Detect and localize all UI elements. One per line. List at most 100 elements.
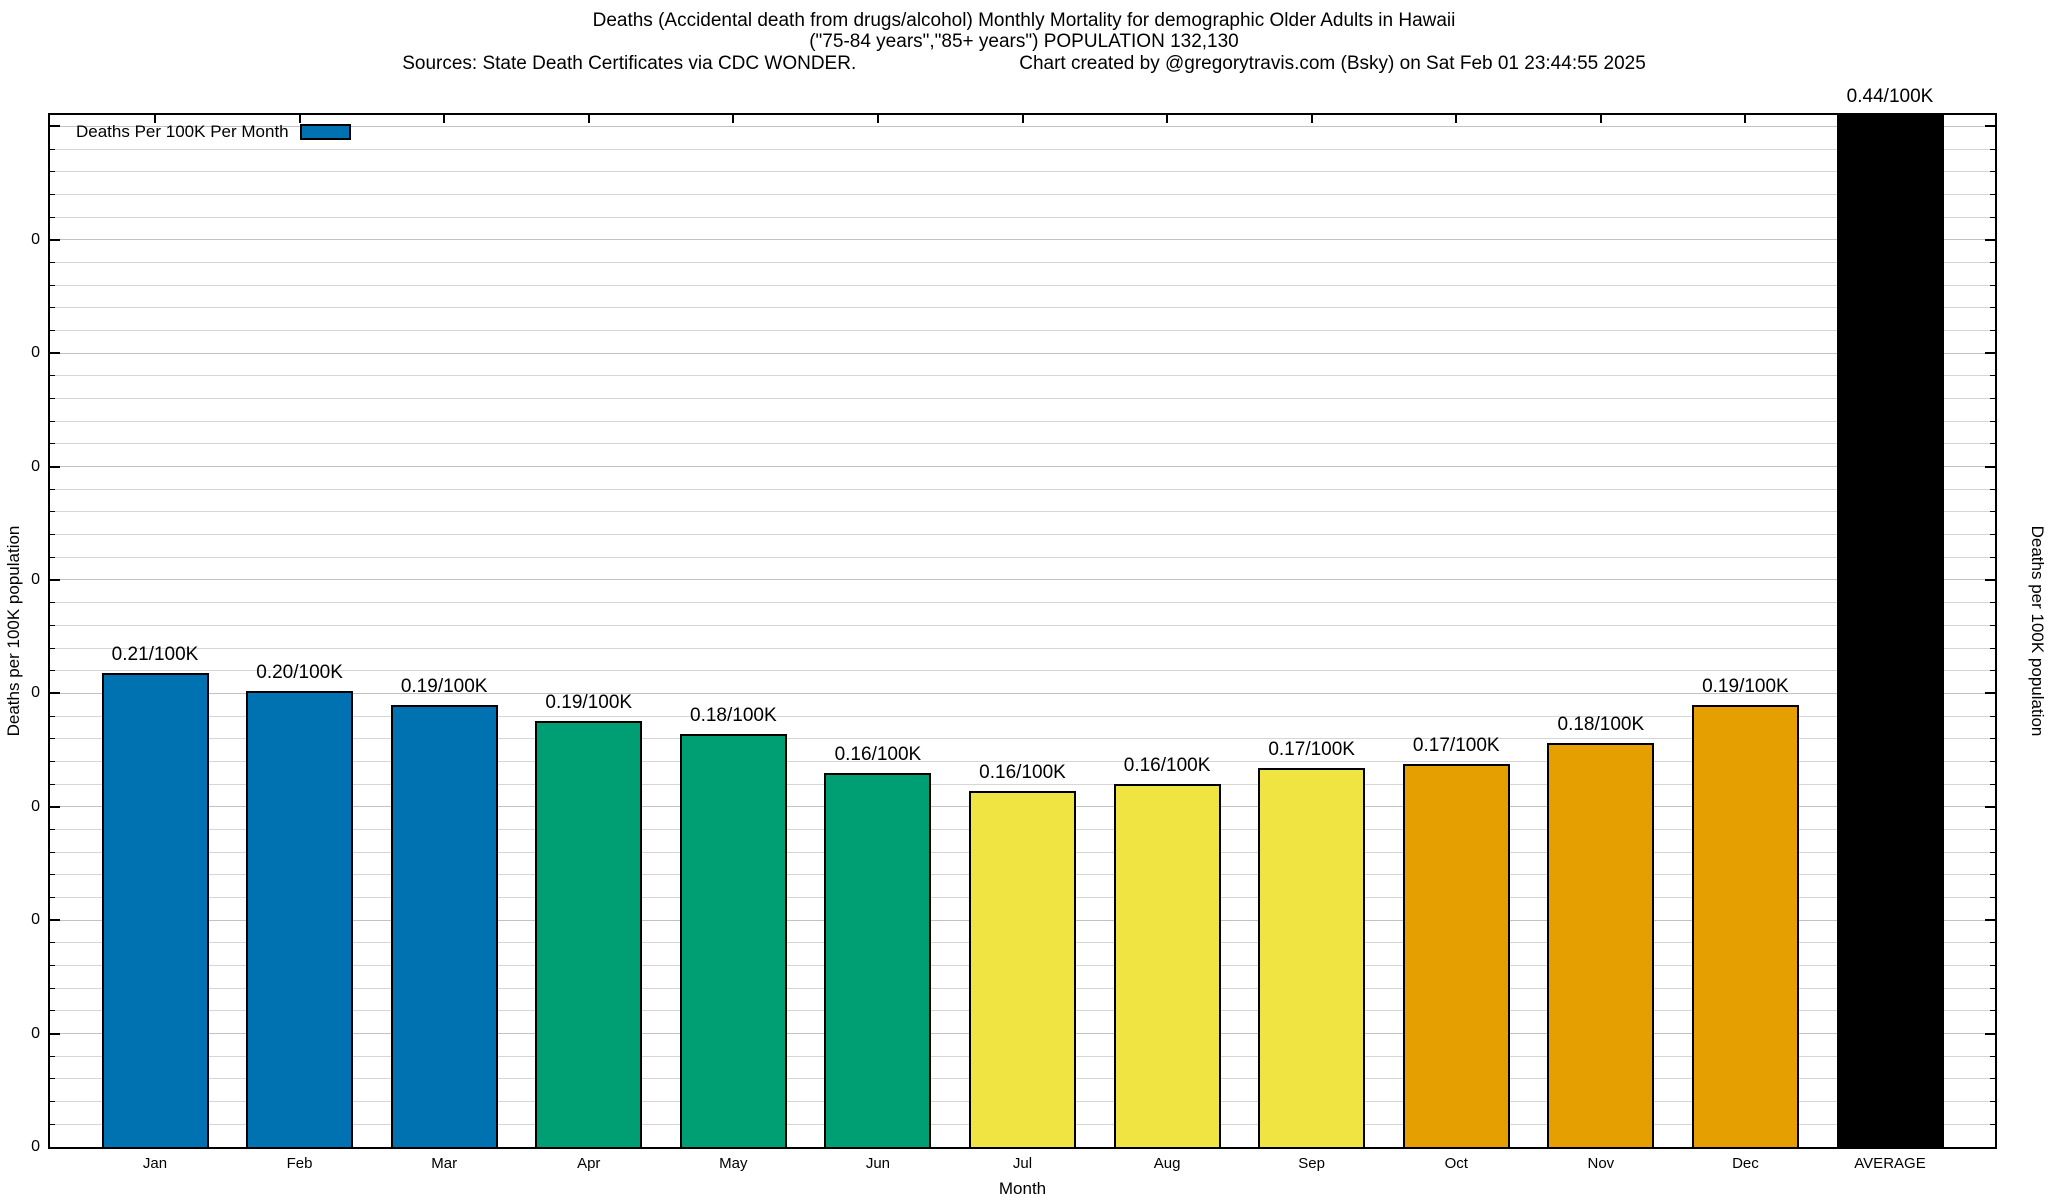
x-tick-top bbox=[1021, 115, 1024, 123]
y-tick-left bbox=[50, 1010, 55, 1012]
minor-gridline bbox=[50, 715, 1995, 717]
bar-value-label: 0.20/100K bbox=[256, 662, 343, 683]
y-tick-left bbox=[50, 148, 55, 150]
bar-value-label: 0.17/100K bbox=[1412, 735, 1500, 756]
y-tick-right bbox=[1990, 511, 1995, 513]
minor-gridline bbox=[50, 420, 1995, 422]
y-tick-right bbox=[1990, 284, 1995, 286]
minor-gridline bbox=[50, 171, 1995, 173]
bar-value-label: 0.18/100K bbox=[690, 705, 777, 726]
chart-title-line3: Sources: State Death Certificates via CD… bbox=[0, 53, 2048, 74]
y-tick-right bbox=[1990, 602, 1995, 604]
plot-area: 0.21/100K 0.20/100K 0.19/100K 0.19/100K 0.18… bbox=[48, 87, 1997, 1149]
bar-dec bbox=[1691, 705, 1799, 1147]
x-axis-title: Month bbox=[998, 1179, 1047, 1198]
y-tick-right bbox=[1985, 919, 1995, 922]
y-tick-right bbox=[1985, 692, 1995, 695]
x-tick-top bbox=[876, 115, 879, 123]
minor-gridline bbox=[50, 783, 1995, 785]
bar-feb bbox=[246, 691, 354, 1147]
y-tick-left bbox=[50, 783, 55, 785]
bar-apr bbox=[535, 721, 643, 1147]
y-tick-left bbox=[50, 805, 60, 808]
y-tick-right bbox=[1990, 1078, 1995, 1080]
x-tick-top bbox=[732, 115, 735, 123]
y-tick-right bbox=[1990, 965, 1995, 967]
y-tick-left bbox=[50, 375, 55, 377]
y-tick-left bbox=[50, 352, 60, 355]
y-tick-left bbox=[50, 738, 55, 740]
chart-title-line2: ("75-84 years","85+ years") POPULATION 1… bbox=[809, 31, 1239, 52]
y-axis-title-left: Deaths per 100K population bbox=[4, 525, 23, 737]
y-tick-right bbox=[1985, 1032, 1995, 1035]
minor-gridline bbox=[50, 443, 1995, 445]
bar-jun bbox=[824, 773, 932, 1147]
x-tick-label-may: May bbox=[719, 1155, 748, 1172]
bar-value-label: 0.16/100K bbox=[979, 762, 1066, 783]
minor-gridline bbox=[50, 329, 1995, 331]
y-tick-left bbox=[50, 987, 55, 989]
y-tick-right bbox=[1990, 261, 1995, 263]
y-tick-label: 0 bbox=[31, 911, 40, 929]
x-tick-label-jan: Jan bbox=[142, 1155, 168, 1172]
y-tick-left bbox=[50, 307, 55, 309]
y-tick-right bbox=[1990, 488, 1995, 490]
y-tick-right bbox=[1990, 216, 1995, 218]
y-tick-left bbox=[50, 238, 60, 241]
y-tick-right bbox=[1990, 307, 1995, 309]
y-tick-right bbox=[1990, 534, 1995, 536]
bar-jul bbox=[969, 791, 1076, 1147]
y-tick-left bbox=[50, 284, 55, 286]
y-tick-right bbox=[1990, 329, 1995, 331]
minor-gridline bbox=[50, 738, 1995, 740]
y-tick-right bbox=[1990, 897, 1995, 898]
y-tick-left bbox=[50, 942, 55, 944]
y-tick-right bbox=[1990, 1010, 1995, 1012]
y-tick-left bbox=[50, 1101, 55, 1103]
y-tick-left bbox=[50, 511, 55, 513]
x-tick-label-jul: Jul bbox=[1012, 1155, 1033, 1172]
minor-gridline bbox=[50, 624, 1995, 626]
y-tick-right bbox=[1990, 398, 1995, 400]
minor-gridline bbox=[50, 760, 1995, 762]
y-tick-left bbox=[50, 851, 55, 853]
y-tick-right bbox=[1985, 352, 1995, 355]
y-tick-left bbox=[50, 216, 55, 218]
x-tick-top bbox=[1166, 115, 1169, 123]
y-tick-right bbox=[1985, 125, 1995, 128]
y-tick-right bbox=[1990, 420, 1995, 422]
minor-gridline bbox=[50, 193, 1995, 195]
bar-value-label: 0.18/100K bbox=[1557, 714, 1645, 735]
y-tick-right bbox=[1990, 715, 1995, 717]
legend: Deaths Per 100K Per Month bbox=[76, 122, 351, 142]
x-tick-top bbox=[154, 115, 156, 123]
y-tick-left bbox=[50, 261, 55, 263]
bar-jan bbox=[101, 673, 209, 1147]
y-tick-left bbox=[50, 602, 55, 604]
bar-value-label: 0.17/100K bbox=[1268, 739, 1355, 760]
major-gridline bbox=[50, 579, 1995, 581]
y-tick-label: 0 bbox=[31, 797, 40, 815]
y-tick-right bbox=[1990, 1055, 1995, 1057]
major-gridline bbox=[50, 692, 1995, 694]
minor-gridline bbox=[50, 488, 1995, 490]
y-tick-left bbox=[50, 647, 55, 649]
y-tick-left bbox=[50, 534, 55, 536]
x-tick-label-feb: Feb bbox=[286, 1155, 313, 1172]
chart-title-line1: Deaths (Accidental death from drugs/alco… bbox=[592, 10, 1456, 31]
y-tick-right bbox=[1990, 171, 1995, 173]
x-tick-label-sep: Sep bbox=[1298, 1155, 1326, 1172]
minor-gridline bbox=[50, 375, 1995, 377]
y-tick-left bbox=[50, 193, 55, 195]
y-tick-right bbox=[1985, 238, 1995, 241]
x-tick-label-jun: Jun bbox=[865, 1155, 890, 1172]
y-tick-right bbox=[1990, 670, 1995, 672]
x-tick-label-nov: Nov bbox=[1587, 1155, 1615, 1172]
y-tick-label: 0 bbox=[31, 570, 40, 588]
y-tick-right bbox=[1990, 828, 1995, 830]
y-tick-left bbox=[50, 171, 55, 173]
minor-gridline bbox=[50, 647, 1995, 649]
bars-layer: 0.21/100K 0.20/100K 0.19/100K 0.19/100K 0.18… bbox=[50, 87, 1995, 1147]
bar-value-label: 0.19/100K bbox=[400, 676, 488, 697]
